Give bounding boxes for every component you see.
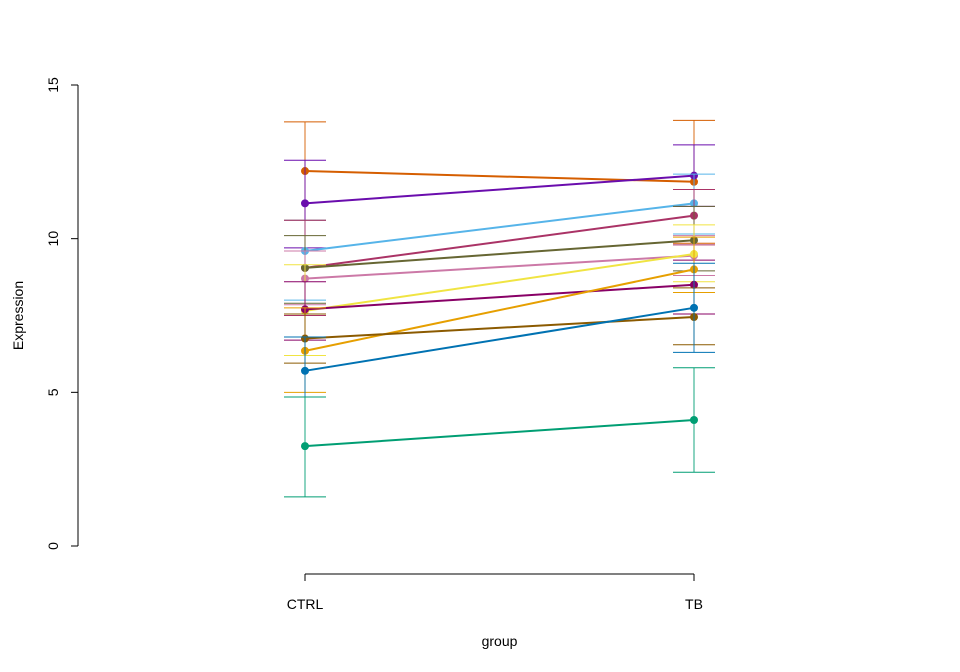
- data-point: [301, 366, 309, 375]
- y-tick-label: 15: [45, 77, 61, 93]
- data-point: [301, 442, 309, 451]
- y-tick-label: 10: [45, 231, 61, 247]
- series-line: [304, 418, 695, 448]
- y-ticks: 0 5 10 15: [45, 77, 78, 550]
- series-1: [284, 119, 715, 244]
- data-point: [690, 415, 698, 424]
- series-line: [304, 306, 695, 372]
- series-line: [304, 239, 695, 269]
- series-line: [304, 214, 695, 269]
- x-tick-label-tb: TB: [685, 596, 703, 612]
- series-12: [284, 367, 715, 498]
- series-2: [284, 144, 715, 249]
- y-tick-label: 0: [45, 542, 61, 550]
- series-line: [304, 268, 695, 352]
- series-line: [304, 254, 695, 280]
- y-axis-title: Expression: [10, 281, 26, 350]
- x-tick-label-ctrl: CTRL: [287, 596, 324, 612]
- series-line: [304, 283, 695, 311]
- axes: 0 5 10 15 CTRL TB Expression group: [10, 77, 703, 649]
- series-line: [304, 202, 695, 252]
- series-layer: [284, 119, 715, 498]
- series-line: [304, 316, 695, 340]
- x-ticks: CTRL TB: [287, 574, 703, 612]
- data-point: [301, 199, 309, 208]
- series-11: [284, 262, 715, 398]
- series-10: [284, 287, 715, 364]
- data-point: [690, 303, 698, 312]
- y-tick-label: 5: [45, 388, 61, 396]
- series-line: [304, 174, 695, 205]
- x-axis-title: group: [482, 633, 518, 649]
- series-3: [284, 173, 715, 301]
- series-line: [304, 253, 695, 312]
